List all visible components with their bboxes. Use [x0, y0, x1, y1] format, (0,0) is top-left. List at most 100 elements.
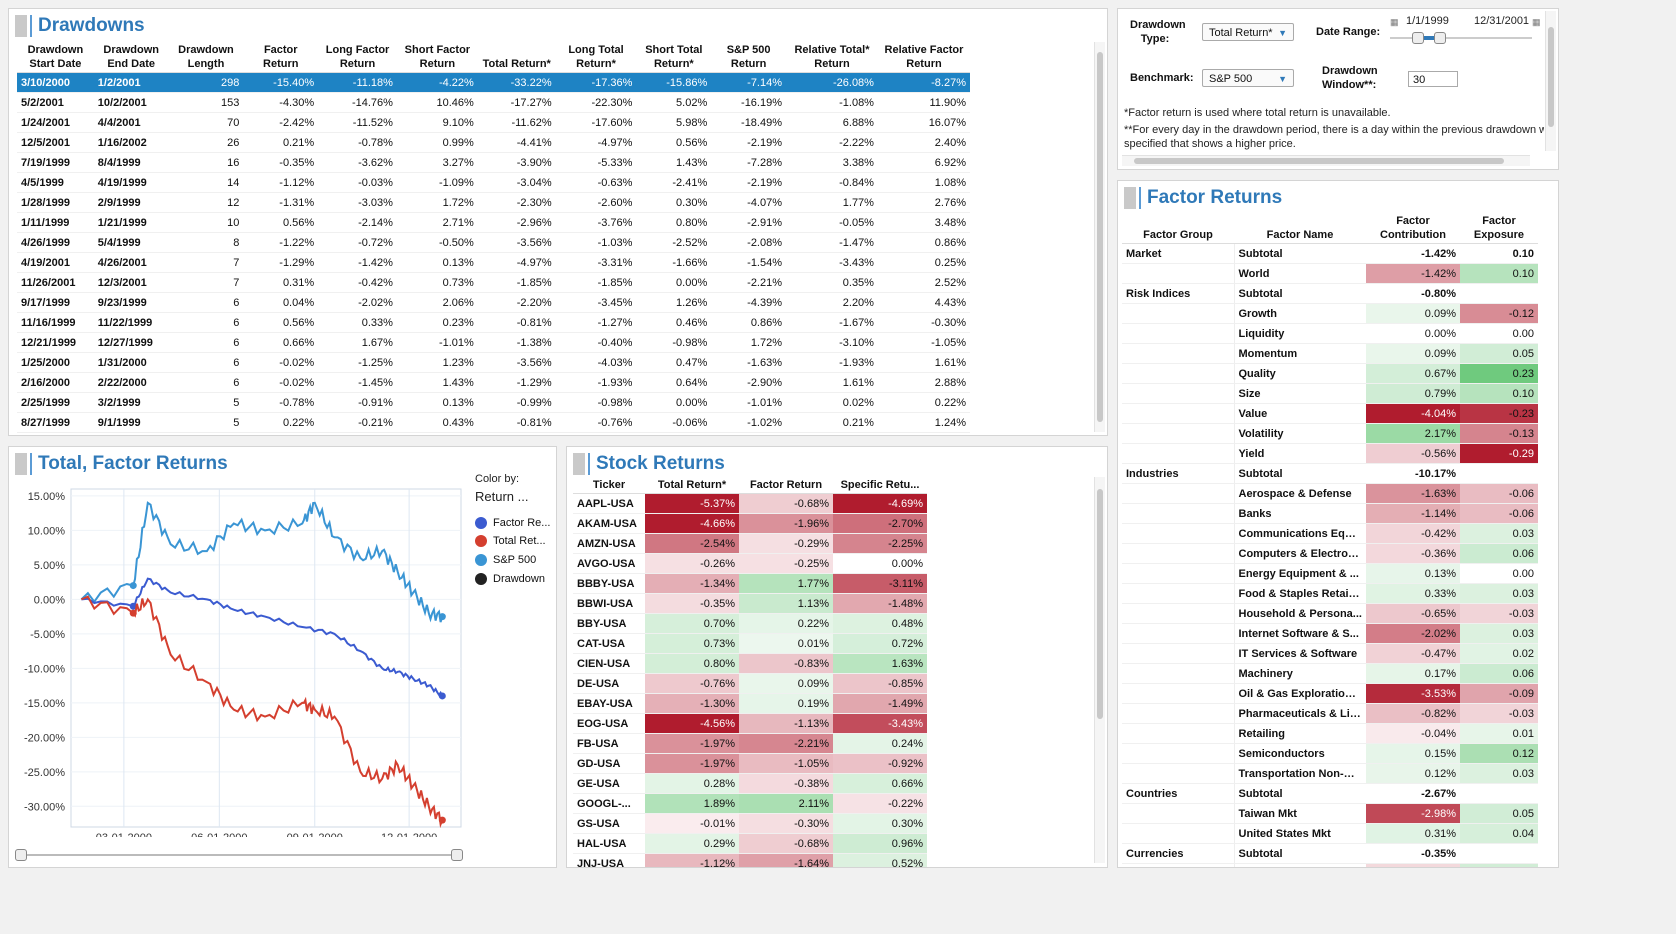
panel-handle[interactable] — [15, 453, 27, 475]
table-row[interactable]: 2/25/1999 3/2/1999 5 -0.78% -0.91% 0.13% -0.99… — [17, 392, 970, 413]
column-header[interactable]: Drawdown End Date — [93, 42, 169, 73]
legend-sp500[interactable]: S&P 500 — [475, 554, 536, 566]
table-row[interactable]: IT Services & Software -0.47% 0.02 — [1122, 643, 1538, 664]
slider-handle-end[interactable] — [1434, 32, 1446, 44]
scroll-thumb[interactable] — [1548, 27, 1554, 127]
table-row[interactable]: Taiwan-0.35%0.05 — [1122, 863, 1538, 867]
table-row[interactable]: 11/16/1999 11/22/1999 6 0.56% 0.33% 0.23% -0.8… — [17, 312, 970, 333]
table-row[interactable]: FB-USA -1.97% -2.21% 0.24% — [573, 733, 927, 754]
stock-vscroll[interactable] — [1094, 477, 1105, 863]
table-row[interactable]: Currencies Subtotal -0.35% — [1122, 843, 1538, 864]
table-row[interactable]: 1/28/1999 2/9/1999 12 -1.31% -3.03% 1.72% -2.3… — [17, 192, 970, 213]
table-row[interactable]: Machinery 0.17% 0.06 — [1122, 663, 1538, 684]
table-row[interactable]: 12/21/1999 12/27/1999 6 0.66% 1.67% -1.01% -1.… — [17, 332, 970, 353]
table-row[interactable]: Risk Indices Subtotal -0.80% — [1122, 283, 1538, 304]
table-row[interactable]: Taiwan Mkt -2.98% 0.05 — [1122, 803, 1538, 824]
table-row[interactable]: Countries Subtotal -2.67% — [1122, 783, 1538, 804]
table-row[interactable]: EBAY-USA -1.30% 0.19% -1.49% — [573, 693, 927, 714]
table-row[interactable]: Household & Persona... -0.65% -0.03 — [1122, 603, 1538, 624]
table-row[interactable]: AMZN-USA -2.54% -0.29% -2.25% — [573, 533, 927, 554]
drawdown-window-input[interactable]: 30 — [1408, 71, 1458, 87]
table-row[interactable]: Internet Software & S... -2.02% 0.03 — [1122, 623, 1538, 644]
table-row[interactable]: Transportation Non-Ai... 0.12% 0.03 — [1122, 763, 1538, 784]
table-row[interactable]: 7/19/1999 8/4/1999 16 -0.35% -3.62% 3.27% -3.9… — [17, 152, 970, 173]
controls-hscroll[interactable] — [1122, 155, 1530, 166]
drawdown-type-select[interactable]: Total Return* ▼ — [1202, 23, 1294, 41]
calendar-icon[interactable]: ▦ — [1532, 17, 1541, 27]
table-row[interactable]: Quality 0.67% 0.23 — [1122, 363, 1538, 384]
table-row[interactable]: 9/17/1999 9/23/1999 6 0.04% -2.02% 2.06% -2.20… — [17, 292, 970, 313]
table-row[interactable]: JNJ-USA -1.12% -1.64% 0.52% — [573, 853, 927, 867]
table-row[interactable]: Aerospace & Defense -1.63% -0.06 — [1122, 483, 1538, 504]
table-row[interactable]: GD-USA -1.97% -1.05% -0.92% — [573, 753, 927, 774]
legend-drawdown[interactable]: Drawdown — [475, 573, 545, 585]
table-row[interactable]: 11/26/2001 12/3/2001 7 0.31% -0.42% 0.73% -1.8… — [17, 272, 970, 293]
controls-vscroll[interactable] — [1545, 11, 1556, 151]
line-chart[interactable]: 15.00% 10.00% 5.00% 0.00% -5.00% -10.00% -15.0… — [9, 477, 469, 837]
legend-factor[interactable]: Factor Re... — [475, 517, 550, 529]
table-row[interactable]: Pharmaceuticals & Lif... -0.82% -0.03 — [1122, 703, 1538, 724]
column-header[interactable]: Total Return* — [477, 42, 556, 73]
slider-handle-start[interactable] — [15, 849, 27, 861]
column-header[interactable]: Relative Total* Return — [786, 42, 878, 73]
table-row[interactable]: Yield -0.56% -0.29 — [1122, 443, 1538, 464]
panel-handle[interactable] — [1124, 187, 1136, 209]
table-row[interactable]: BBY-USA 0.70% 0.22% 0.48% — [573, 613, 927, 634]
column-header[interactable]: Long Factor Return — [318, 42, 397, 73]
panel-handle[interactable] — [573, 453, 585, 475]
table-row[interactable]: Market Subtotal -1.42% 0.10 — [1122, 243, 1538, 264]
column-header[interactable]: Short Factor Return — [396, 42, 478, 73]
table-row[interactable]: AVGO-USA -0.26% -0.25% 0.00% — [573, 553, 927, 574]
column-header[interactable]: Factor Exposure — [1460, 213, 1538, 244]
color-by-value[interactable]: Return ... — [475, 489, 529, 504]
column-header[interactable]: Ticker — [573, 477, 645, 494]
table-row[interactable]: 4/5/1999 4/19/1999 14 -1.12% -0.03% -1.09% -3.… — [17, 172, 970, 193]
column-header[interactable]: Factor Return — [243, 42, 319, 73]
table-row[interactable]: GOOGL-... 1.89% 2.11% -0.22% — [573, 793, 927, 814]
table-row[interactable]: GS-USA -0.01% -0.30% 0.30% — [573, 813, 927, 834]
column-header[interactable]: Factor Contribution — [1366, 213, 1460, 244]
x-range-slider[interactable] — [15, 849, 463, 861]
table-row[interactable]: Momentum 0.09% 0.05 — [1122, 343, 1538, 364]
table-row[interactable]: 5/2/2001 10/2/2001 153 -4.30% -14.76% 10.46% -… — [17, 92, 970, 113]
table-row[interactable]: Size 0.79% 0.10 — [1122, 383, 1538, 404]
table-row[interactable]: Energy Equipment & ... 0.13% 0.00 — [1122, 563, 1538, 584]
table-row[interactable]: Volatility 2.17% -0.13 — [1122, 423, 1538, 444]
table-row[interactable]: 10/25/200110/30/20015-0.94%-2.62%1.68%-2… — [17, 432, 970, 435]
panel-handle[interactable] — [15, 15, 27, 37]
column-header[interactable]: Total Return* — [645, 477, 739, 494]
table-row[interactable]: Retailing -0.04% 0.01 — [1122, 723, 1538, 744]
calendar-icon[interactable]: ▦ — [1390, 17, 1399, 27]
table-row[interactable]: United States Mkt 0.31% 0.04 — [1122, 823, 1538, 844]
table-row[interactable]: Banks -1.14% -0.06 — [1122, 503, 1538, 524]
column-header[interactable]: Factor Group — [1122, 213, 1234, 244]
table-row[interactable]: Computers & Electron... -0.36% 0.06 — [1122, 543, 1538, 564]
table-row[interactable]: Liquidity 0.00% 0.00 — [1122, 323, 1538, 344]
column-header[interactable]: Drawdown Length — [168, 42, 244, 73]
legend-total[interactable]: Total Ret... — [475, 535, 546, 547]
table-row[interactable]: 2/16/2000 2/22/2000 6 -0.02% -1.45% 1.43% -1.2… — [17, 372, 970, 393]
table-row[interactable]: GE-USA 0.28% -0.38% 0.66% — [573, 773, 927, 794]
column-header[interactable]: Specific Retu... — [833, 477, 927, 494]
scroll-thumb[interactable] — [1097, 489, 1103, 719]
table-row[interactable]: BBWI-USA -0.35% 1.13% -1.48% — [573, 593, 927, 614]
scroll-thumb[interactable] — [1134, 158, 1504, 164]
column-header[interactable]: Factor Name — [1234, 213, 1366, 244]
table-row[interactable]: Communications Equi... -0.42% 0.03 — [1122, 523, 1538, 544]
column-header[interactable]: Short Total Return* — [636, 42, 712, 73]
table-row[interactable]: BBBY-USA -1.34% 1.77% -3.11% — [573, 573, 927, 594]
slider-handle-end[interactable] — [451, 849, 463, 861]
column-header[interactable]: S&P 500 Return — [711, 42, 787, 73]
drawdowns-vscroll[interactable] — [1094, 42, 1105, 432]
column-header[interactable]: Drawdown Start Date — [17, 42, 94, 73]
column-header[interactable]: Factor Return — [739, 477, 833, 494]
table-row[interactable]: Industries Subtotal -10.17% — [1122, 463, 1538, 484]
table-row[interactable]: DE-USA -0.76% 0.09% -0.85% — [573, 673, 927, 694]
scroll-thumb[interactable] — [1097, 52, 1103, 422]
table-row[interactable]: Food & Staples Retaili... 0.33% 0.03 — [1122, 583, 1538, 604]
table-row[interactable]: 4/26/1999 5/4/1999 8 -1.22% -0.72% -0.50% -3.5… — [17, 232, 970, 253]
table-row[interactable]: 8/27/1999 9/1/1999 5 0.22% -0.21% 0.43% -0.81%… — [17, 412, 970, 433]
table-row[interactable]: Semiconductors 0.15% 0.12 — [1122, 743, 1538, 764]
table-row[interactable]: EOG-USA -4.56% -1.13% -3.43% — [573, 713, 927, 734]
table-row[interactable]: 4/19/2001 4/26/2001 7 -1.29% -1.42% 0.13% -4.9… — [17, 252, 970, 273]
